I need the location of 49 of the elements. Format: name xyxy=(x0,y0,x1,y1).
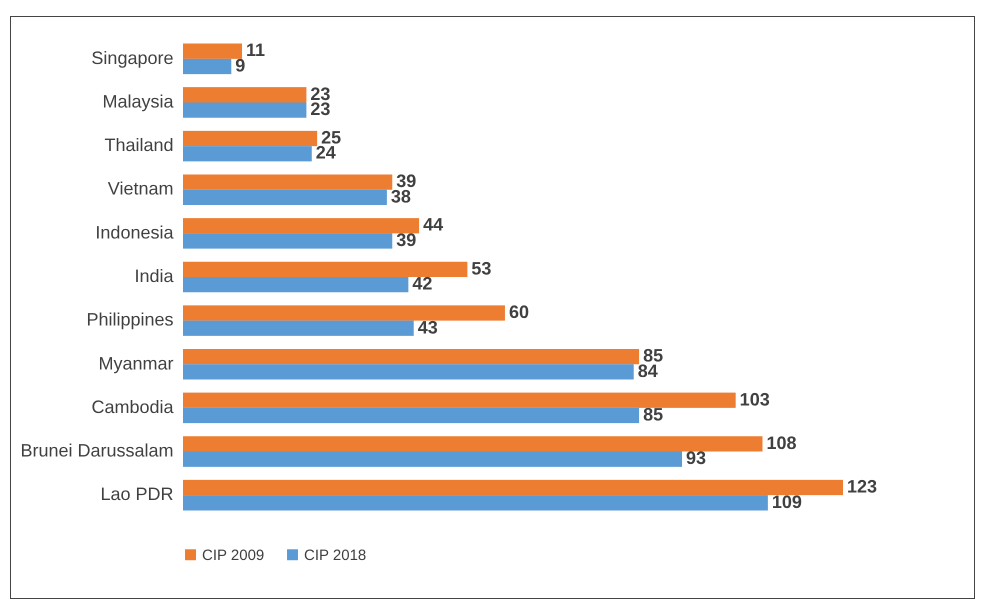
y-tick-label: Singapore xyxy=(91,48,174,68)
data-label: 53 xyxy=(471,258,492,278)
y-tick-label: Lao PDR xyxy=(100,484,174,504)
legend-label: CIP 2009 xyxy=(202,546,264,564)
bar xyxy=(183,130,318,146)
y-tick-label: Vietnam xyxy=(108,178,174,199)
bar xyxy=(183,349,640,364)
bar xyxy=(183,233,392,249)
bar xyxy=(183,218,420,234)
bar xyxy=(183,436,763,452)
y-tick-label: Philippines xyxy=(86,310,174,330)
bar xyxy=(183,364,634,380)
data-label: 9 xyxy=(235,55,246,76)
data-label: 85 xyxy=(643,404,664,425)
bar xyxy=(183,392,736,408)
data-label: 11 xyxy=(246,40,266,60)
bar xyxy=(183,44,242,59)
data-label: 39 xyxy=(396,230,416,250)
data-label: 42 xyxy=(412,274,432,294)
data-label: 109 xyxy=(772,492,802,512)
bar xyxy=(183,320,414,336)
bar xyxy=(183,495,768,510)
y-tick-label: Brunei Darussalam xyxy=(20,440,174,461)
bar xyxy=(183,146,312,162)
data-label: 123 xyxy=(847,476,878,497)
y-tick-label: Thailand xyxy=(104,135,174,156)
data-label: 103 xyxy=(740,389,770,410)
bar xyxy=(183,480,843,496)
y-tick-label: Myanmar xyxy=(98,353,174,374)
data-label: 108 xyxy=(766,432,797,453)
bar xyxy=(183,87,306,102)
bar xyxy=(183,174,392,190)
bar xyxy=(183,408,640,424)
data-label: 93 xyxy=(686,448,706,468)
bar xyxy=(183,102,306,118)
bar xyxy=(183,58,232,74)
bar xyxy=(183,305,505,321)
bar xyxy=(183,262,468,277)
y-tick-label: Malaysia xyxy=(102,91,174,112)
y-tick-label: India xyxy=(134,266,174,286)
y-tick-label: Cambodia xyxy=(91,396,174,417)
bar xyxy=(183,277,408,292)
data-label: 44 xyxy=(423,214,444,235)
bar xyxy=(183,452,682,467)
data-label: 43 xyxy=(418,317,438,338)
bar xyxy=(183,190,387,205)
data-label: 60 xyxy=(508,302,529,322)
y-tick-label: Indonesia xyxy=(95,222,174,242)
legend-label: CIP 2018 xyxy=(304,546,366,564)
